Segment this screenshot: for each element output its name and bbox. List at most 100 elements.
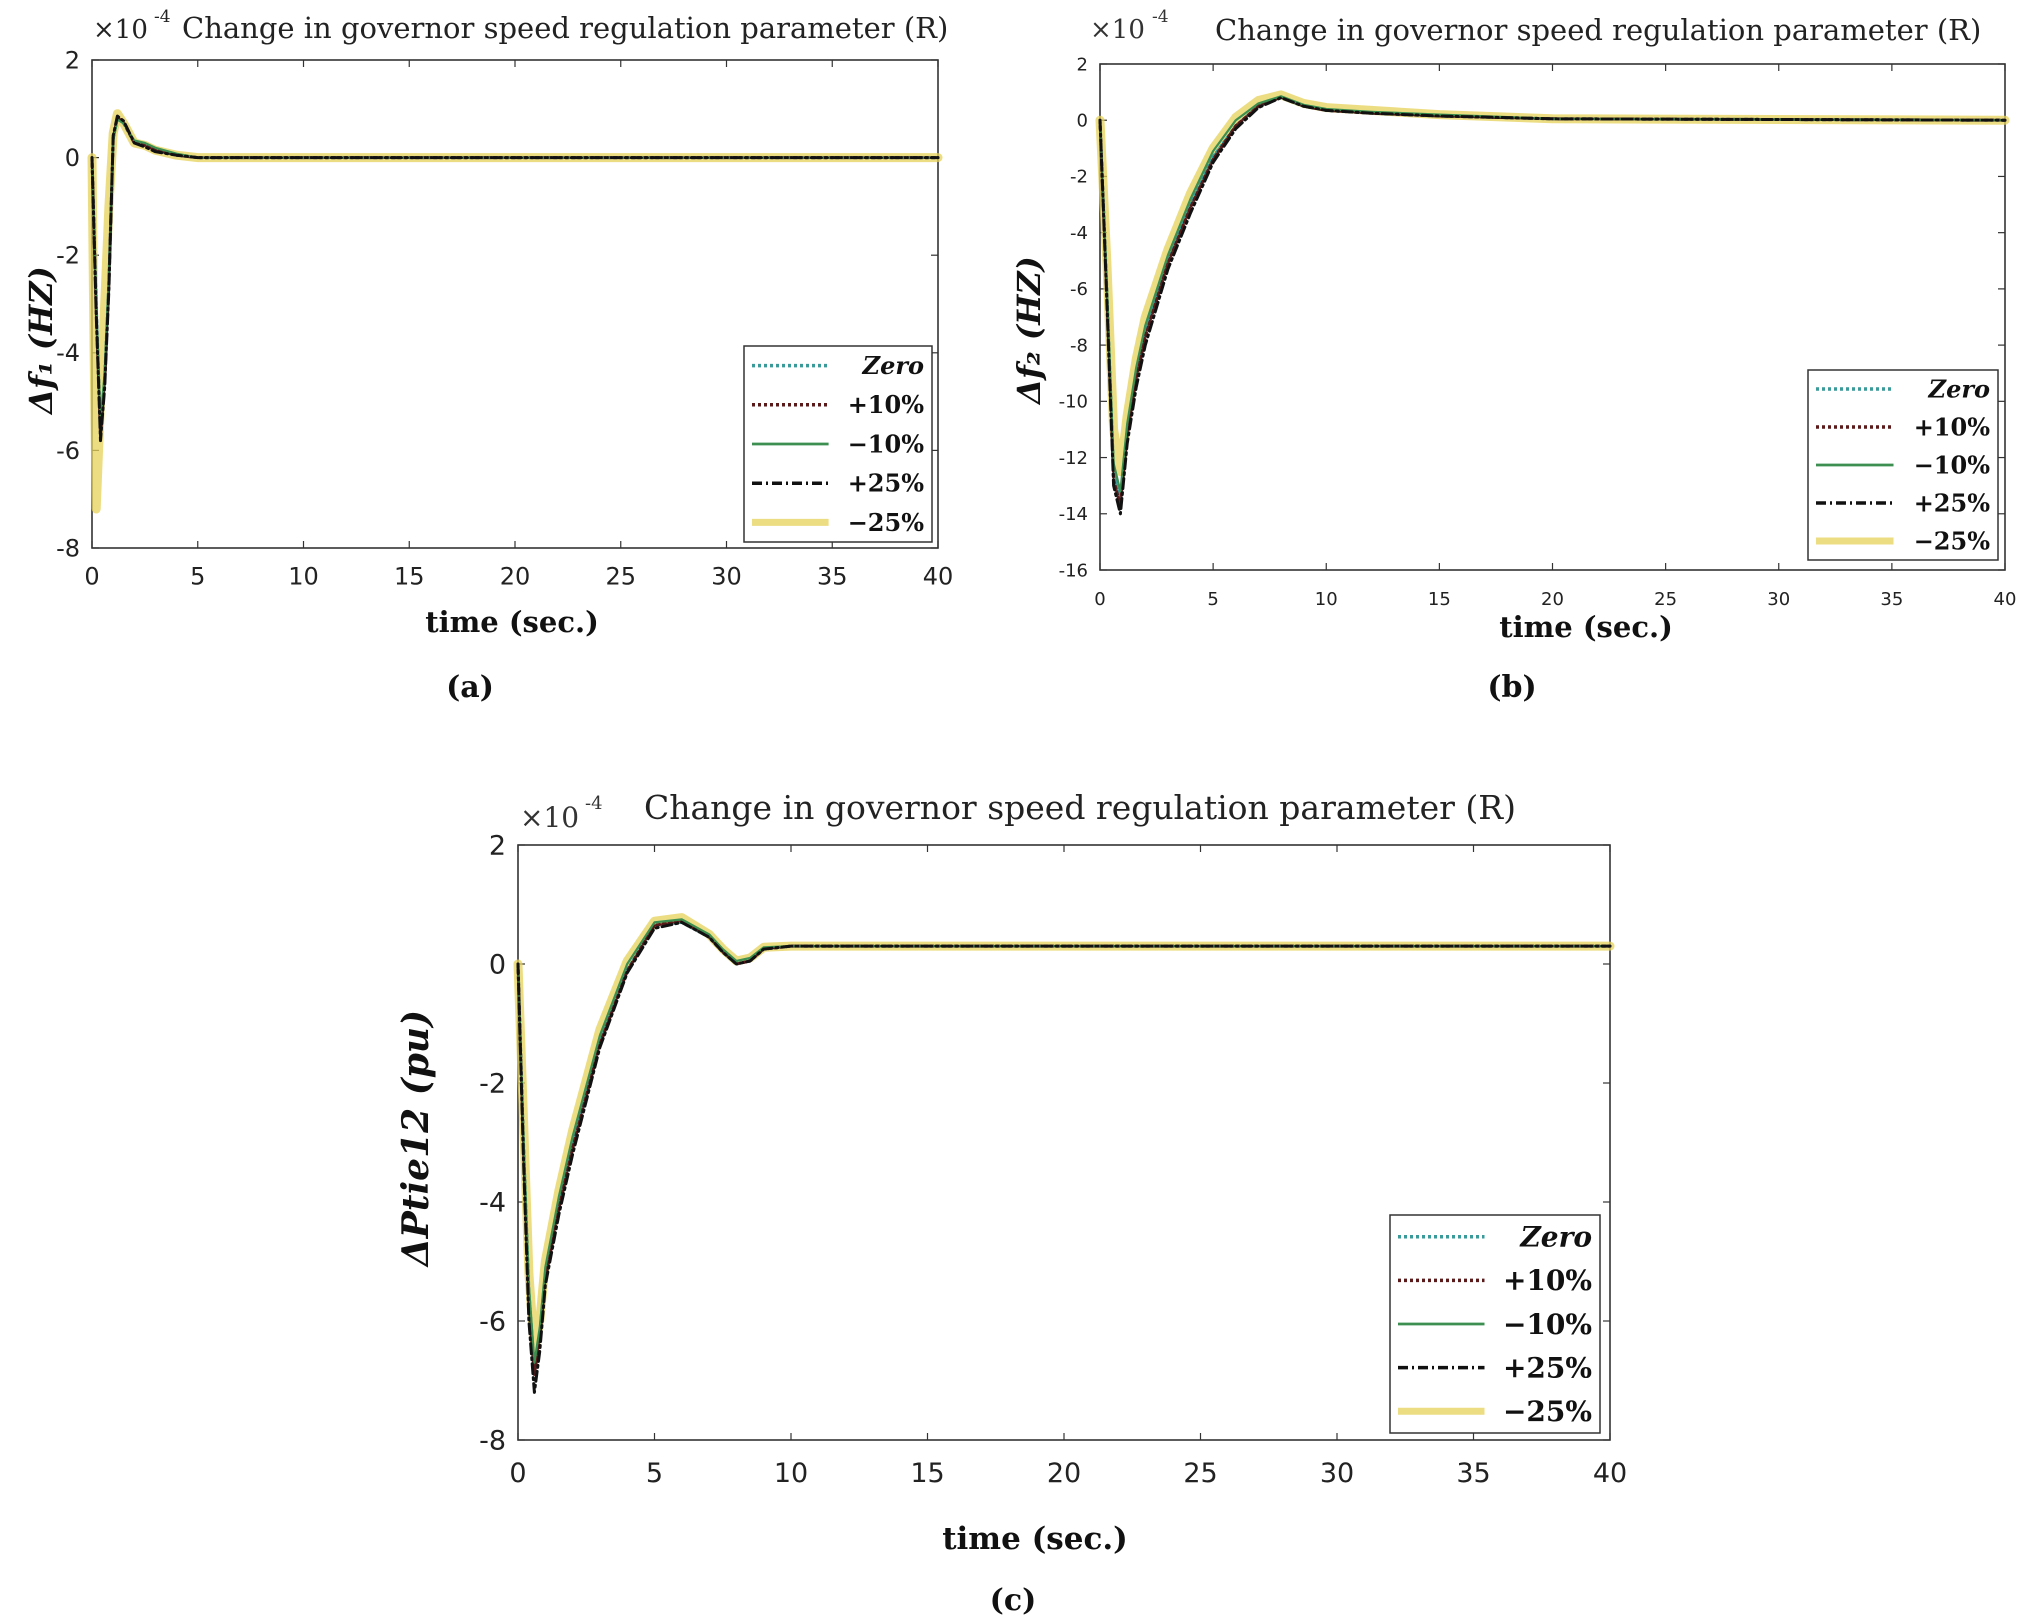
x-tick-label: 5 <box>1207 589 1218 610</box>
legend-label-0: Zero <box>1519 1221 1592 1254</box>
x-tick-label: 30 <box>711 562 742 590</box>
x-tick-label: 10 <box>1315 589 1338 610</box>
x-tick-label: 20 <box>1047 1458 1081 1489</box>
y-tick-label: -6 <box>1070 279 1088 300</box>
x-tick-label: 0 <box>509 1458 526 1489</box>
x-tick-label: 0 <box>84 562 99 590</box>
panel-c-ylabel: ΔPtie12 (pu) <box>395 1010 437 1268</box>
x-tick-label: 20 <box>1541 589 1564 610</box>
y-tick-label: -2 <box>1070 167 1088 188</box>
y-tick-label: -14 <box>1059 504 1088 525</box>
panel-a-ylabel: Δf₁ (HZ) <box>22 266 60 416</box>
x-tick-label: 25 <box>605 562 636 590</box>
y-tick-label: -4 <box>1070 223 1088 244</box>
y-tick-label: -6 <box>56 437 80 465</box>
panel-a-title-group: ×10 -4 Change in governor speed regulati… <box>93 7 948 45</box>
y-tick-label: -8 <box>479 1425 506 1456</box>
y-tick-label: 2 <box>1077 54 1088 75</box>
legend-label-2: −10% <box>1503 1308 1592 1341</box>
x-tick-label: 30 <box>1767 589 1790 610</box>
panel-a-xlabel: time (sec.) <box>425 605 599 639</box>
panel-a-title: Change in governor speed regulation para… <box>182 11 948 45</box>
panel-a-plot: 0 5 10 15 20 25 30 35 4020-2-4-6-8Zero+10%−10%+2… <box>56 46 953 590</box>
x-tick-label: 15 <box>394 562 425 590</box>
y-tick-label: -12 <box>1059 448 1088 469</box>
legend-label-3: +25% <box>1503 1351 1592 1384</box>
x-tick-label: 35 <box>1456 1458 1490 1489</box>
panel-b-caption: (b) <box>1487 670 1536 705</box>
panel-b-plot: 0 5 10 15 20 25 30 35 4020-2-4-6-8-10-12-14-16Ze… <box>1059 54 2017 610</box>
y-tick-label: -6 <box>479 1306 506 1337</box>
legend-label-2: −10% <box>848 429 925 458</box>
x-tick-label: 0 <box>1094 589 1105 610</box>
panel-a-exponent: -4 <box>154 7 171 27</box>
y-tick-label: -8 <box>1070 335 1088 356</box>
panel-c-exponent-prefix: ×10 <box>520 801 579 834</box>
x-tick-label: 10 <box>774 1458 808 1489</box>
x-tick-label: 5 <box>646 1458 663 1489</box>
y-tick-label: 0 <box>65 144 80 172</box>
y-tick-label: 2 <box>65 46 80 74</box>
y-tick-label: -4 <box>479 1187 506 1218</box>
x-tick-label: 15 <box>910 1458 944 1489</box>
panel-b-exponent: -4 <box>1152 7 1169 27</box>
y-tick-label: -8 <box>56 534 80 562</box>
x-tick-label: 10 <box>288 562 319 590</box>
legend: Zero +10% −10% +25% −25% <box>1807 369 1999 561</box>
series-line-3 <box>90 114 940 443</box>
legend: Zero +10% −10% +25% −25% <box>1389 1214 1601 1434</box>
series-line-3 <box>1098 96 2007 516</box>
panel-b-xlabel: time (sec.) <box>1499 610 1673 644</box>
panel-a-caption: (a) <box>446 670 494 705</box>
x-tick-label: 20 <box>500 562 531 590</box>
y-tick-label: -16 <box>1059 560 1088 581</box>
y-tick-label: 0 <box>489 949 506 980</box>
panel-b-exponent-prefix: ×10 <box>1090 15 1145 45</box>
x-tick-label: 25 <box>1654 589 1677 610</box>
panel-a: ×10 -4 Change in governor speed regulati… <box>22 7 953 705</box>
panel-c-title-group: ×10 -4 Change in governor speed regulati… <box>520 788 1516 834</box>
panel-c-title: Change in governor speed regulation para… <box>644 788 1516 827</box>
panel-b-title: Change in governor speed regulation para… <box>1215 13 1981 47</box>
y-tick-label: -10 <box>1059 392 1088 413</box>
x-tick-label: 35 <box>817 562 848 590</box>
legend-label-4: −25% <box>848 508 925 537</box>
x-tick-label: 25 <box>1183 1458 1217 1489</box>
panel-b-ylabel: Δf₂ (HZ) <box>1010 256 1048 406</box>
x-tick-label: 15 <box>1428 589 1451 610</box>
legend-label-3: +25% <box>1914 488 1991 517</box>
legend-label-1: +10% <box>848 390 925 419</box>
y-tick-label: 0 <box>1077 111 1088 132</box>
x-tick-label: 35 <box>1880 589 1903 610</box>
legend-label-2: −10% <box>1914 450 1991 479</box>
series-line-3 <box>516 920 1612 1394</box>
legend-label-4: −25% <box>1503 1395 1592 1428</box>
panel-b-title-group: ×10 -4 Change in governor speed regulati… <box>1090 7 1981 47</box>
legend-label-3: +25% <box>848 469 925 498</box>
y-tick-label: 2 <box>489 830 506 861</box>
y-tick-label: -2 <box>479 1068 506 1099</box>
legend-label-0: Zero <box>1928 374 1990 403</box>
x-tick-label: 5 <box>190 562 205 590</box>
x-tick-label: 40 <box>923 562 954 590</box>
legend-label-0: Zero <box>862 351 924 380</box>
series-line-4 <box>1095 90 2010 477</box>
x-tick-label: 40 <box>1994 589 2017 610</box>
panel-b: ×10 -4 Change in governor speed regulati… <box>1010 7 2016 705</box>
y-tick-label: -2 <box>56 242 80 270</box>
panel-c-exponent: -4 <box>585 793 603 814</box>
legend-label-1: +10% <box>1503 1264 1592 1297</box>
legend-label-1: +10% <box>1914 412 1991 441</box>
series-line-2 <box>90 118 940 423</box>
x-tick-label: 40 <box>1593 1458 1627 1489</box>
panel-c: ×10 -4 Change in governor speed regulati… <box>395 788 1627 1618</box>
y-tick-label: -4 <box>56 339 80 367</box>
panel-c-xlabel: time (sec.) <box>942 1521 1128 1557</box>
panel-a-exponent-prefix: ×10 <box>93 15 148 45</box>
legend: Zero +10% −10% +25% −25% <box>743 345 933 543</box>
panel-c-caption: (c) <box>990 1583 1037 1618</box>
panel-c-plot: 0 5 10 15 20 25 30 35 4020-2-4-6-8Zero+10%−10%+2… <box>479 830 1627 1489</box>
x-tick-label: 30 <box>1320 1458 1354 1489</box>
legend-label-4: −25% <box>1914 526 1991 555</box>
